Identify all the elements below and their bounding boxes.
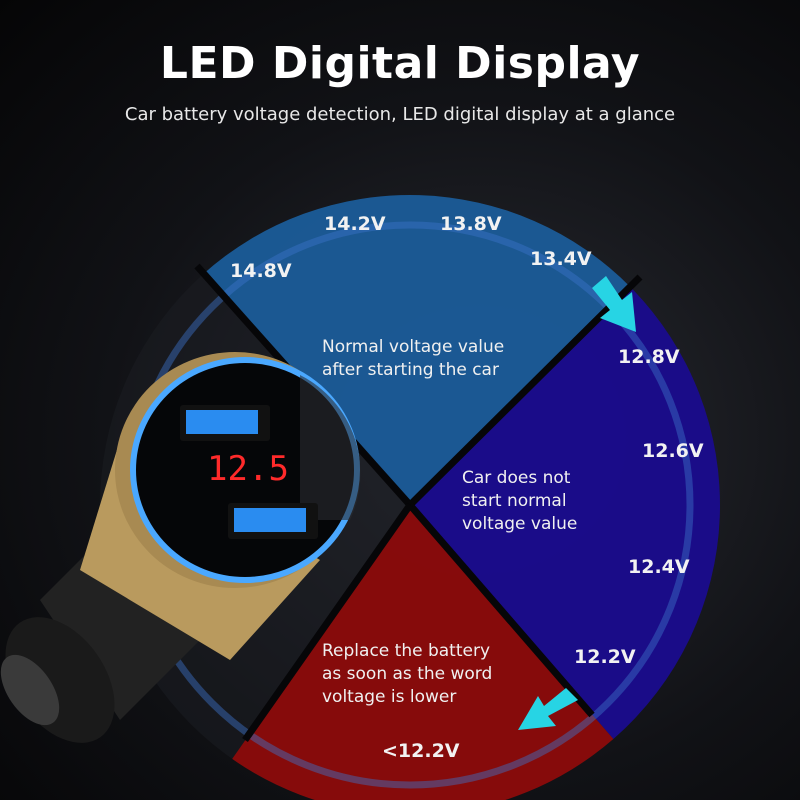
desc-line: Normal voltage value [322,337,505,357]
desc-line: as soon as the word [322,664,493,684]
segment-replace-text: Replace the battery as soon as the word … [322,640,492,709]
segment-not-start [410,287,721,739]
desc-line: voltage is lower [322,687,457,707]
voltage-label: 14.8V [230,260,292,282]
segment-not-start-text: Car does not start normal voltage value [462,467,577,536]
divider [407,274,643,508]
voltage-label: 12.2V [574,646,636,668]
voltage-label: <12.2V [382,740,460,762]
car-charger-image [0,352,361,743]
segment-normal [202,194,632,505]
segment-replace [232,505,614,800]
arrow-down-left-icon [518,688,578,730]
desc-line: start normal [462,491,567,511]
divider [407,502,595,718]
desc-line: Car does not [462,468,571,488]
divider [242,502,413,743]
voltage-label: 12.8V [618,346,680,368]
page-title: LED Digital Display [159,38,641,89]
voltage-label: 13.4V [530,248,592,270]
desc-line: after starting the car [322,360,499,380]
led-reading: 12.5 [207,449,289,489]
segment-normal-text: Normal voltage value after starting the … [322,336,504,382]
arrow-down-icon [592,276,636,332]
voltage-label: 12.4V [628,556,690,578]
voltage-label: 13.8V [440,213,502,235]
desc-line: voltage value [462,514,578,534]
subtitle: Car battery voltage detection, LED digit… [124,104,676,125]
voltage-label: 14.2V [324,213,386,235]
desc-line: Replace the battery [322,641,490,661]
voltage-label: 12.6V [642,440,704,462]
